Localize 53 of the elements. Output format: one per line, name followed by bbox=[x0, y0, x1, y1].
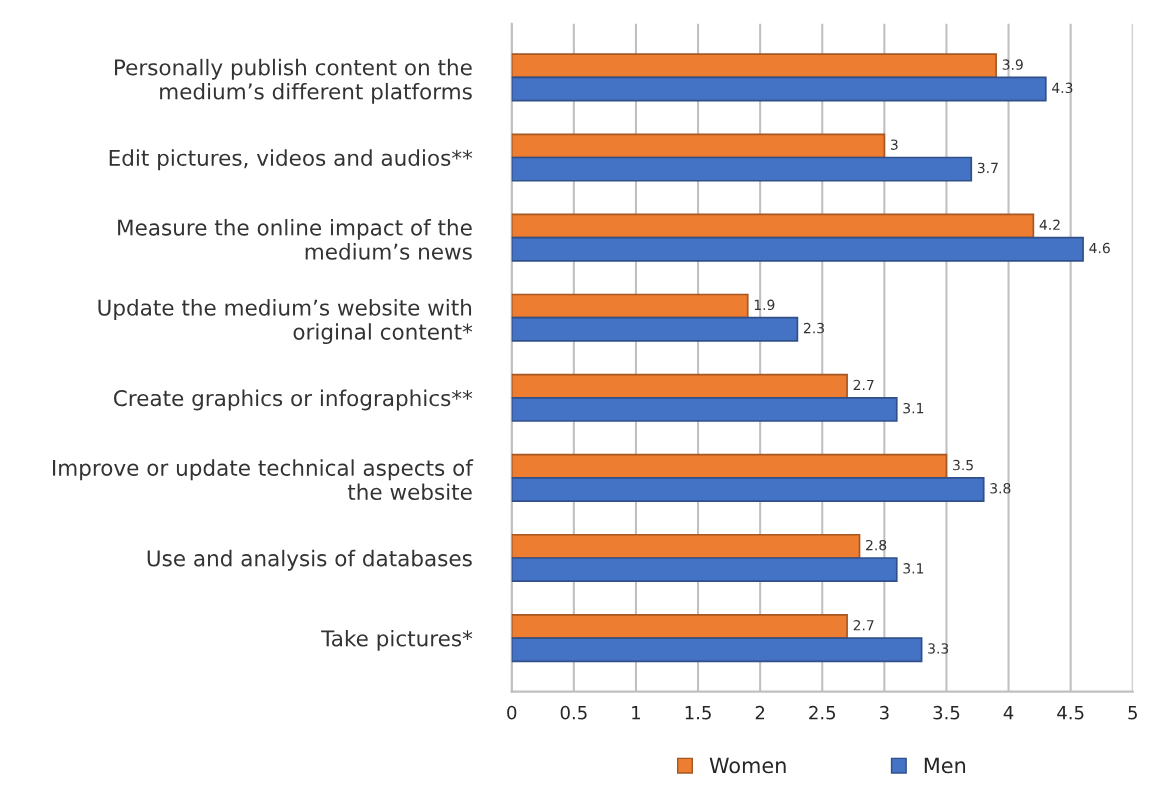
bar bbox=[511, 293, 749, 319]
x-tick-label: 2.5 bbox=[809, 705, 836, 720]
bar bbox=[511, 637, 923, 663]
bar bbox=[511, 213, 1035, 239]
y-tick-label: Improve or update technical aspects of the website bbox=[53, 459, 474, 501]
bar bbox=[511, 533, 861, 559]
x-tick-label: 3 bbox=[879, 705, 889, 720]
x-tick-label: 0.5 bbox=[560, 705, 587, 720]
x-tick-label: 4.5 bbox=[1057, 706, 1084, 720]
legend-label: Women bbox=[709, 757, 786, 774]
x-tick-label: 2 bbox=[755, 705, 765, 720]
bar bbox=[511, 477, 985, 502]
y-tick-label: Edit pictures, videos and audios** bbox=[109, 149, 473, 171]
data-label: 3.9 bbox=[1002, 59, 1023, 70]
data-label: 3.1 bbox=[903, 563, 924, 574]
x-tick-label: 5 bbox=[1128, 706, 1137, 720]
data-label: 3 bbox=[890, 139, 898, 150]
x-tick-label: 1.5 bbox=[685, 706, 711, 720]
y-tick-label: Create graphics or infographics** bbox=[113, 389, 473, 411]
bar bbox=[511, 453, 948, 479]
y-tick-label: Use and analysis of databases bbox=[147, 549, 472, 571]
bar bbox=[511, 53, 997, 79]
bar bbox=[511, 557, 898, 583]
bar bbox=[511, 133, 886, 159]
data-label: 4.6 bbox=[1089, 242, 1110, 254]
data-label: 4.3 bbox=[1052, 82, 1073, 94]
y-tick-label: Take pictures* bbox=[321, 629, 473, 651]
y-tick-label: Personally publish content on the medium’s different platforms bbox=[115, 58, 472, 104]
data-label: 2.3 bbox=[803, 322, 824, 334]
data-label: 3.5 bbox=[953, 459, 973, 471]
data-label: 4.2 bbox=[1039, 219, 1060, 230]
bar bbox=[511, 396, 898, 422]
bar bbox=[511, 156, 973, 182]
data-label: 3.1 bbox=[903, 402, 924, 414]
x-tick-label: 3.5 bbox=[933, 705, 960, 720]
data-label: 2.7 bbox=[853, 379, 874, 391]
bar bbox=[511, 236, 1084, 262]
x-tick-label: 0 bbox=[507, 705, 517, 720]
bar bbox=[511, 316, 799, 342]
bar bbox=[511, 614, 848, 639]
bar bbox=[511, 373, 848, 399]
data-label: 3.3 bbox=[928, 643, 949, 654]
x-tick-label: 1 bbox=[632, 706, 641, 720]
y-tick-label: Measure the online impact of the medium’s news bbox=[118, 219, 472, 260]
data-label: 2.8 bbox=[866, 539, 887, 551]
legend-label: Men bbox=[924, 757, 966, 774]
data-label: 3.8 bbox=[990, 483, 1011, 494]
data-label: 2.7 bbox=[853, 619, 874, 631]
data-label: 3.7 bbox=[977, 162, 998, 174]
data-label: 1.9 bbox=[754, 299, 775, 311]
y-tick-label: Update the medium’s website with original content* bbox=[98, 299, 473, 345]
bar bbox=[511, 76, 1047, 102]
x-tick-label: 4 bbox=[1003, 706, 1014, 720]
